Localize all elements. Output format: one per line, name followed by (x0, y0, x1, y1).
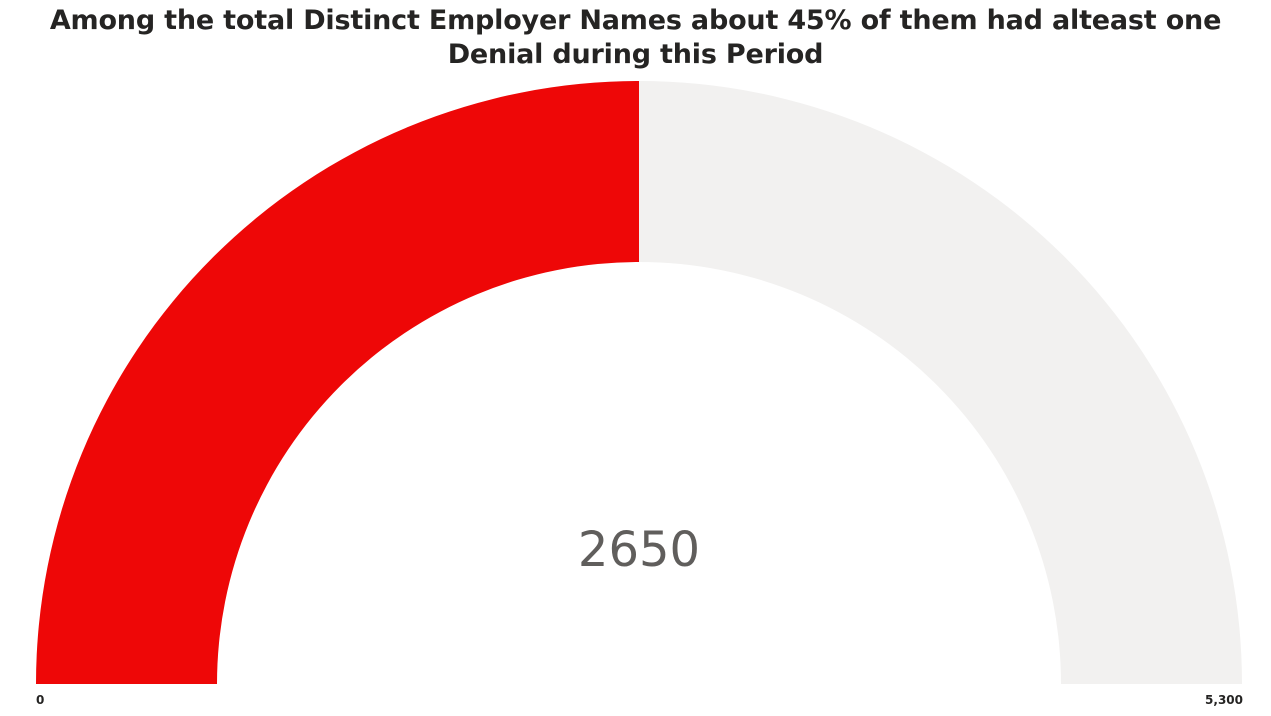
gauge-max-label: 5,300 (1205, 693, 1243, 707)
chart-title: Among the total Distinct Employer Names … (49, 5, 1222, 70)
gauge-value-arc[interactable] (36, 81, 639, 684)
gauge-min-label: 0 (36, 693, 44, 707)
gauge-value-label: 2650 (578, 522, 700, 578)
